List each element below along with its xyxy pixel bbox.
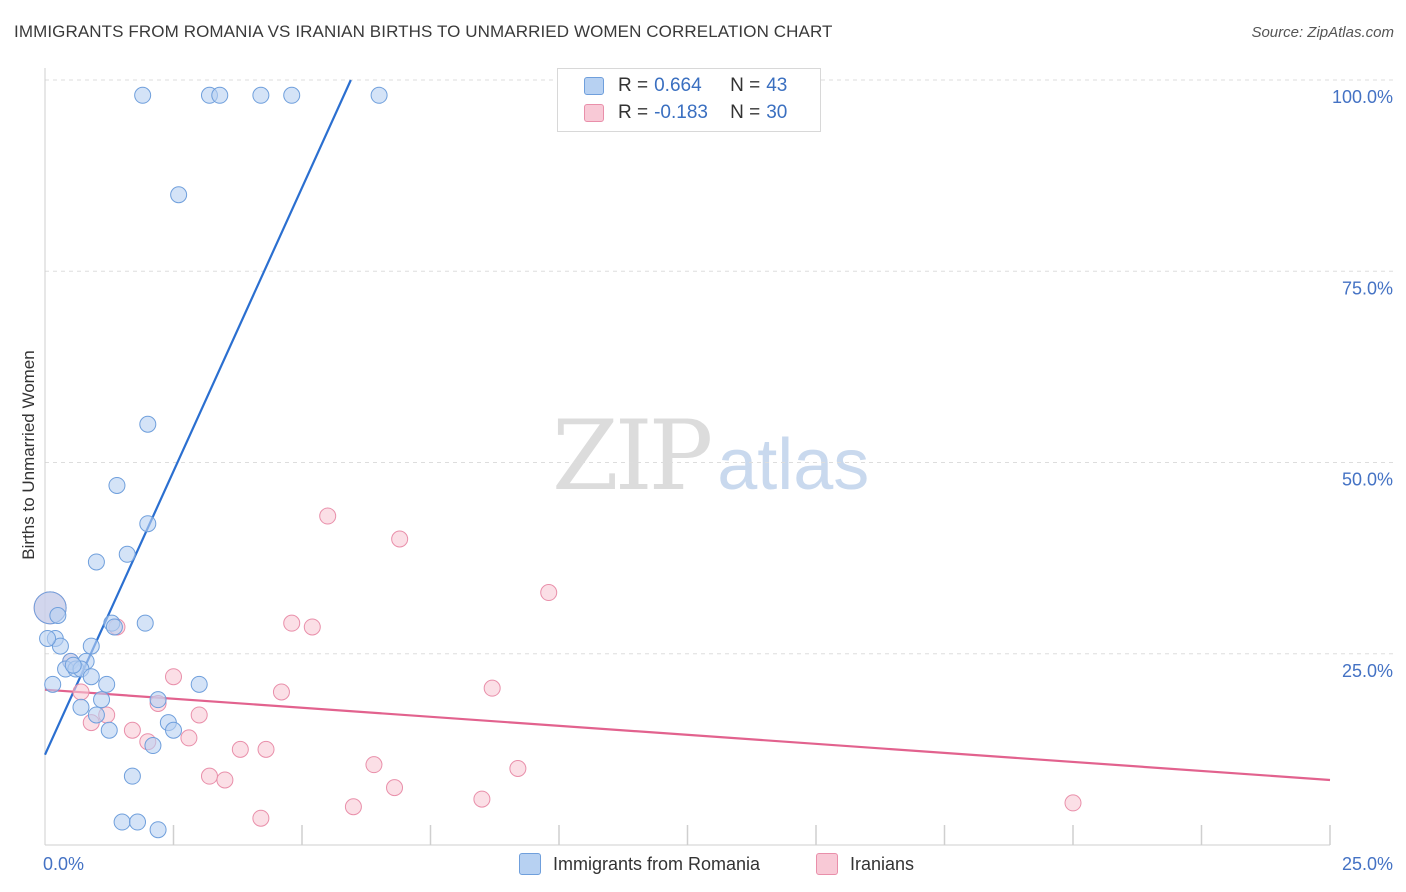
trend-lines xyxy=(43,79,1331,782)
legend-label: Iranians xyxy=(850,853,915,874)
bottom-legend-romania: Immigrants from Romania xyxy=(519,852,760,876)
bottom-legend-iranians: Iranians xyxy=(816,852,914,876)
x-tick-label: 25.0% xyxy=(1342,854,1393,874)
legend-row-iranians: R = -0.183 N = 30 xyxy=(584,100,787,126)
romania-point xyxy=(87,553,105,571)
r-value: 0.664 xyxy=(654,75,702,96)
romania-point xyxy=(211,86,229,104)
r-label: R = xyxy=(618,102,649,123)
romania-point xyxy=(370,86,388,104)
y-tick-label: 50.0% xyxy=(1342,470,1393,490)
iranians-point xyxy=(365,756,383,774)
romania-swatch xyxy=(519,853,541,875)
watermark: ZIP atlas xyxy=(552,400,869,512)
iranians-point xyxy=(344,798,362,816)
romania-point xyxy=(134,86,152,104)
n-label: N = xyxy=(730,75,761,96)
romania-point xyxy=(64,656,82,674)
watermark-zip: ZIP xyxy=(552,400,713,512)
n-value: 43 xyxy=(766,75,788,96)
iranians-point xyxy=(200,767,218,785)
n-label: N = xyxy=(730,102,761,123)
romania-point xyxy=(170,186,188,204)
y-tick-label: 25.0% xyxy=(1342,661,1393,681)
iranians-point xyxy=(257,740,275,758)
romania-point xyxy=(139,515,157,533)
iranians-point xyxy=(190,706,208,724)
iranians-point xyxy=(483,679,501,697)
romania-point xyxy=(82,668,100,686)
data-points xyxy=(33,86,1082,839)
iranians-point xyxy=(165,668,182,686)
romania-point xyxy=(87,706,105,724)
romania-point xyxy=(105,618,123,636)
iranians-point xyxy=(216,771,234,789)
romania-point xyxy=(44,675,62,693)
iranians-point xyxy=(509,760,527,777)
iranians-point xyxy=(272,683,290,701)
chart-title: IMMIGRANTS FROM ROMANIA VS IRANIAN BIRTH… xyxy=(14,22,833,41)
romania-point xyxy=(82,637,100,655)
iranians-point xyxy=(180,729,198,747)
romania-point xyxy=(149,691,167,709)
romania-point xyxy=(72,698,90,716)
axes xyxy=(44,68,1331,846)
iranians-point xyxy=(386,779,404,797)
romania-point xyxy=(139,415,157,433)
iranians-point xyxy=(231,740,249,758)
iranians-point xyxy=(1064,794,1082,812)
romania-point xyxy=(118,545,136,563)
romania-point xyxy=(252,86,270,104)
romania-point xyxy=(113,813,131,831)
x-tick-label: 0.0% xyxy=(43,854,84,874)
romania-point xyxy=(100,721,118,739)
romania-point xyxy=(190,675,208,693)
iranians-point xyxy=(473,790,491,808)
iranians-point xyxy=(252,809,270,827)
iranians-swatch xyxy=(816,853,838,875)
iranians-point xyxy=(391,530,409,548)
r-label: R = xyxy=(618,75,649,96)
romania-point xyxy=(123,767,141,785)
iranians-swatch xyxy=(584,104,604,122)
y-tick-label: 100.0% xyxy=(1332,87,1393,107)
romania-point xyxy=(144,737,162,755)
romania-point xyxy=(149,821,167,839)
romania-point xyxy=(165,721,182,739)
source-label: Source: ZipAtlas.com xyxy=(1251,24,1394,41)
iranians-trend-line xyxy=(44,688,1331,782)
tick-labels: 25.0% 50.0% 75.0% 100.0% 0.0% 25.0% xyxy=(43,87,1393,874)
iranians-point xyxy=(319,507,337,525)
n-value: 30 xyxy=(766,102,788,123)
romania-point xyxy=(39,629,57,647)
romania-swatch xyxy=(584,77,604,95)
y-axis-label: Births to Unmarried Women xyxy=(19,350,38,559)
r-value: -0.183 xyxy=(654,102,708,123)
romania-point xyxy=(136,614,154,632)
stats-legend: R = 0.664 N = 43 R = -0.183 N = 30 xyxy=(557,68,821,132)
grid xyxy=(45,79,1395,655)
iranians-point xyxy=(72,683,90,701)
iranians-point xyxy=(303,618,321,636)
legend-label: Immigrants from Romania xyxy=(553,853,761,874)
iranians-point xyxy=(123,721,141,739)
romania-point xyxy=(51,637,69,655)
y-tick-label: 75.0% xyxy=(1342,278,1393,298)
romania-point xyxy=(129,813,147,831)
romania-point xyxy=(108,476,126,494)
romania-point xyxy=(93,691,111,709)
iranians-point xyxy=(283,614,301,632)
watermark-atlas: atlas xyxy=(717,425,870,505)
romania-point xyxy=(283,86,301,104)
romania-point xyxy=(98,675,116,693)
legend-row-romania: R = 0.664 N = 43 xyxy=(584,73,787,99)
romania-point xyxy=(49,607,67,624)
iranians-point xyxy=(540,584,558,602)
